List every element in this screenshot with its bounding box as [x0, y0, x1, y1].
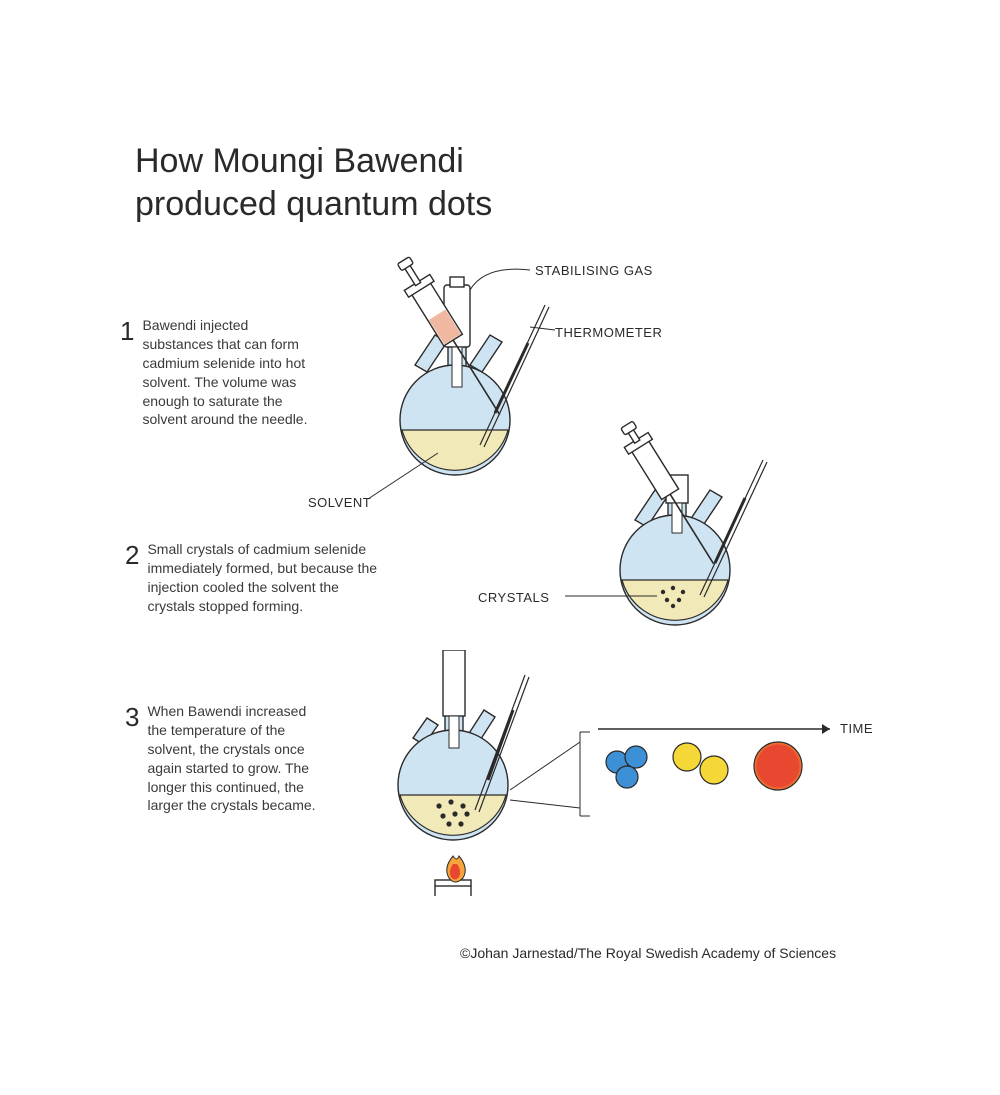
step-2-text: Small crystals of cadmium selenide immed… — [147, 540, 377, 616]
step-3: 3 When Bawendi increased the temperature… — [125, 702, 327, 815]
flask-2-diagram — [565, 420, 815, 660]
step-2-number: 2 — [125, 540, 139, 571]
credit-line: ©Johan Jarnestad/The Royal Swedish Acade… — [460, 945, 836, 961]
label-crystals: CRYSTALS — [478, 590, 549, 605]
title-line-2: produced quantum dots — [135, 185, 492, 223]
flame-icon — [435, 856, 471, 896]
title-line-1: How Moungi Bawendi — [135, 142, 464, 180]
page-title: How Moungi Bawendi produced quantum dots — [135, 140, 492, 225]
step-1: 1 Bawendi injected substances that can f… — [120, 316, 322, 429]
step-2: 2 Small crystals of cadmium selenide imm… — [125, 540, 377, 616]
time-axis — [598, 724, 830, 734]
flask-3-diagram — [355, 650, 875, 920]
step-3-number: 3 — [125, 702, 139, 733]
step-1-number: 1 — [120, 316, 134, 347]
quantum-dots-icon — [606, 742, 802, 790]
step-3-text: When Bawendi increased the temperature o… — [147, 702, 327, 815]
step-1-text: Bawendi injected substances that can for… — [142, 316, 322, 429]
